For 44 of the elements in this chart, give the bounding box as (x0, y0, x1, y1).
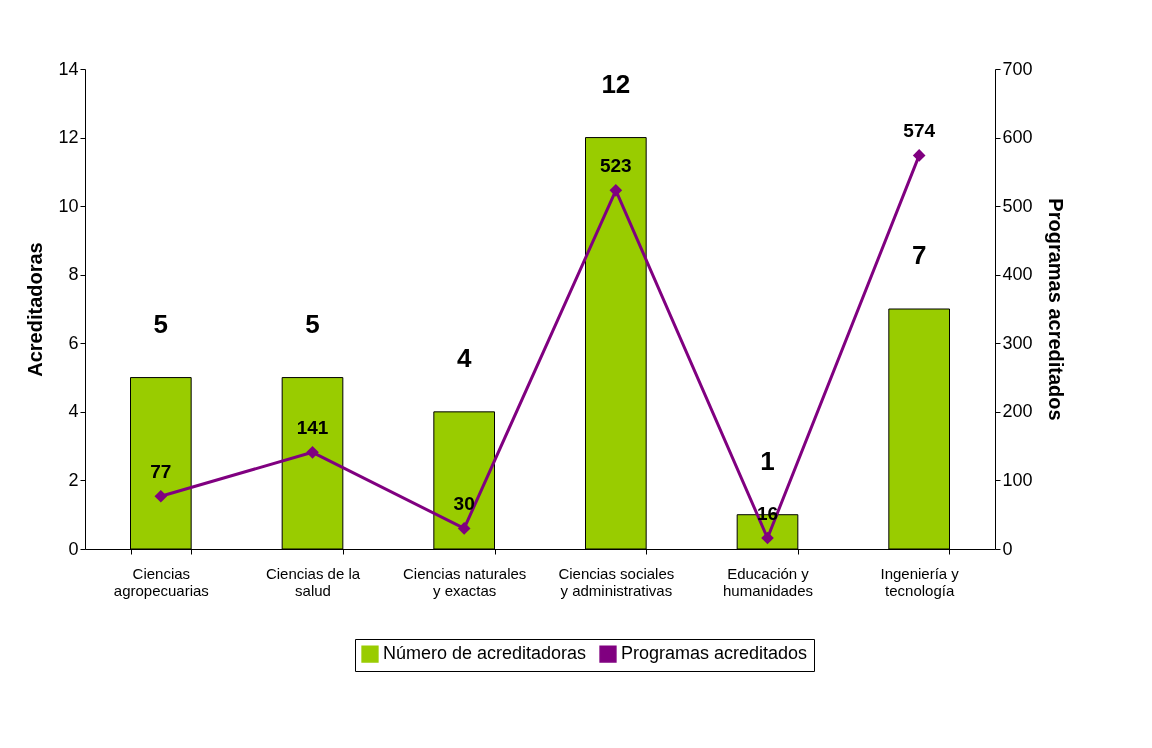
data-label: 7 (911, 240, 927, 270)
data-label: 141 (296, 417, 329, 439)
x-tick-label: Ingeniería y tecnología (880, 564, 960, 599)
data-label: 30 (453, 493, 475, 515)
point (761, 531, 774, 545)
y2-tick-label: 400 (1002, 264, 1033, 285)
point (306, 445, 319, 459)
y2-tick-label: 0 (1002, 538, 1013, 559)
x-tick-label: Ciencias naturales y exactas (402, 564, 527, 599)
data-label: 77 (150, 461, 172, 483)
y-tick-label: 2 (68, 469, 79, 490)
y-tick-label: 10 (58, 195, 79, 216)
data-label: 12 (601, 68, 631, 99)
x-tick-label: Educación y humanidades (722, 564, 814, 599)
data-label: 4 (456, 342, 472, 373)
y-tick-label: 8 (68, 264, 79, 285)
data-label: 16 (756, 503, 779, 525)
y-tick-label: 14 (58, 58, 79, 79)
y2-axis-title: Programas acreditados (1044, 198, 1067, 421)
data-label: 1 (760, 445, 775, 476)
legend-label: Programas acreditados (621, 643, 808, 664)
y2-tick-label: 300 (1002, 332, 1033, 353)
data-label: 574 (903, 120, 936, 142)
y2-tick-label: 600 (1002, 127, 1033, 148)
data-label: 5 (305, 308, 320, 339)
y2-tick-label: 500 (1002, 195, 1033, 216)
x-tick-label: Ciencias sociales y administrativas (558, 564, 675, 599)
y-tick-label: 0 (68, 538, 79, 559)
y2-tick-label: 100 (1002, 469, 1033, 490)
y2-tick-label: 200 (1002, 401, 1033, 422)
x-tick-label: Ciencias de la salud (265, 564, 361, 599)
point (609, 184, 623, 197)
x-tick-label: Ciencias agropecuarias (113, 564, 209, 599)
data-label: 5 (153, 308, 169, 339)
y-axis-title: Acreditadoras (24, 242, 47, 377)
point (457, 522, 471, 535)
y-tick-label: 4 (68, 401, 79, 422)
y-tick-label: 12 (58, 127, 79, 148)
y2-tick-label: 700 (1002, 58, 1033, 79)
legend-label: Número de acreditadoras (383, 643, 587, 664)
point (154, 489, 168, 503)
data-label: 523 (599, 155, 632, 177)
y-tick-label: 6 (68, 332, 79, 353)
point (912, 149, 926, 162)
